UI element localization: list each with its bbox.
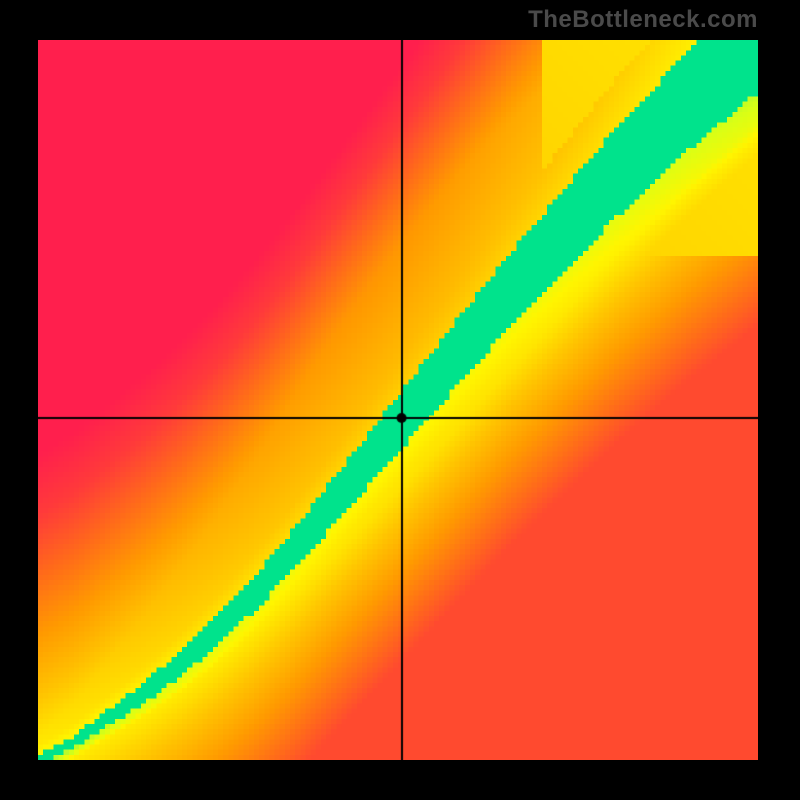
heatmap-plot-area xyxy=(38,40,758,760)
watermark-label: TheBottleneck.com xyxy=(528,6,758,34)
heatmap-overlay xyxy=(38,40,758,760)
bottleneck-heatmap-figure: { "figure": { "type": "heatmap", "source… xyxy=(0,0,800,800)
